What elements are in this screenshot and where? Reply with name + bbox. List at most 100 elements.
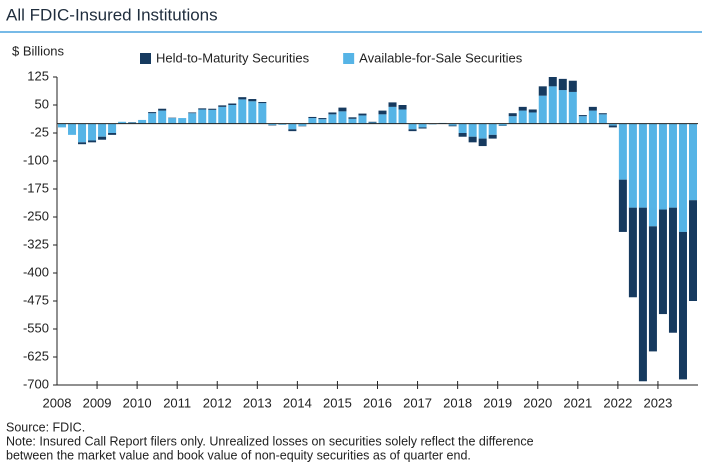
bar-segment — [608, 125, 617, 128]
bar-segment — [478, 123, 487, 139]
bar-segment — [368, 121, 377, 123]
bar-segment — [248, 99, 257, 102]
bar-segment — [408, 129, 417, 132]
bar-segment — [158, 108, 167, 111]
bar-segment — [628, 207, 637, 298]
bar-segment — [668, 207, 677, 333]
bar-segment — [648, 226, 657, 352]
x-tick-label: 2023 — [643, 395, 672, 410]
bar-segment — [398, 109, 407, 124]
bar-segment — [128, 122, 137, 124]
bar-segment — [588, 106, 597, 111]
bar-segment — [108, 123, 117, 133]
note: between the market value and book value … — [6, 448, 471, 462]
bar-segment — [78, 123, 87, 143]
bar-segment — [348, 118, 357, 124]
legend-swatch — [140, 53, 151, 64]
bar-segment — [488, 134, 497, 139]
y-tick-label: 50 — [35, 96, 49, 111]
y-tick-label: -550 — [23, 320, 49, 335]
legend-label: Held-to-Maturity Securities — [156, 50, 310, 65]
y-tick-label: 125 — [27, 68, 49, 83]
bar-segment — [528, 112, 537, 124]
bar-segment — [458, 133, 467, 137]
bar-segment — [418, 127, 427, 129]
bar-segment — [598, 114, 607, 124]
x-tick-label: 2016 — [363, 395, 392, 410]
bar-segment — [478, 138, 487, 147]
bar-segment — [688, 200, 697, 301]
bar-segment — [338, 107, 347, 112]
legend-swatch — [343, 53, 355, 64]
bar-segment — [628, 123, 637, 208]
bar-segment — [618, 179, 627, 232]
x-tick-label: 2018 — [443, 395, 472, 410]
bar-segment — [378, 110, 387, 115]
bar-segment — [658, 123, 667, 210]
bar-segment — [538, 95, 547, 124]
x-tick-label: 2015 — [323, 395, 352, 410]
y-tick-label: -700 — [23, 376, 49, 391]
y-tick-label: -325 — [23, 236, 49, 251]
x-tick-label: 2009 — [83, 395, 112, 410]
bar-segment — [158, 110, 167, 124]
bar-segment — [488, 123, 497, 135]
bar-segment — [258, 103, 267, 124]
bar-segment — [228, 103, 237, 105]
x-tick-label: 2021 — [563, 395, 592, 410]
bar-segment — [88, 123, 97, 141]
bar-segment — [518, 110, 527, 124]
bar-segment — [138, 119, 147, 124]
bar-segment — [408, 123, 417, 130]
bar-segment — [218, 106, 227, 124]
bar-segment — [168, 118, 177, 124]
x-tick-label: 2012 — [203, 395, 232, 410]
y-tick-label: -475 — [23, 292, 49, 307]
y-tick-label: -400 — [23, 264, 49, 279]
bar-segment — [398, 105, 407, 110]
bar-segment — [548, 77, 557, 87]
y-tick-label: -175 — [23, 180, 49, 195]
bar-segment — [328, 114, 337, 124]
bar-segment — [358, 113, 367, 116]
bar-segment — [238, 99, 247, 124]
bar-segment — [618, 123, 627, 180]
x-tick-label: 2014 — [283, 395, 312, 410]
bar-segment — [308, 118, 317, 124]
bar-segment — [418, 123, 427, 128]
bar-segment — [388, 102, 397, 107]
bar-segment — [268, 123, 277, 126]
bar-segment — [358, 115, 367, 124]
bar-segment — [508, 113, 517, 117]
bar-segment — [498, 123, 507, 126]
y-tick-label: -625 — [23, 348, 49, 363]
y-axis-label: $ Billions — [12, 43, 65, 58]
bar-segment — [248, 101, 257, 124]
bar-segment — [558, 78, 567, 91]
x-tick-label: 2013 — [243, 395, 272, 410]
bar-segment — [508, 116, 517, 124]
bar-segment — [258, 102, 267, 104]
bar-segment — [218, 105, 227, 107]
x-tick-label: 2022 — [603, 395, 632, 410]
bar-segment — [658, 209, 667, 315]
bar-segment — [88, 140, 97, 143]
bar-segment — [448, 125, 457, 127]
y-tick-label: -100 — [23, 152, 49, 167]
bar-segment — [598, 113, 607, 115]
bar-segment — [188, 112, 197, 114]
bar-segment — [568, 80, 577, 92]
bar-segment — [318, 119, 327, 124]
bar-segment — [78, 142, 87, 145]
bar-segment — [308, 116, 317, 119]
bar-segment — [588, 110, 597, 124]
bar-segment — [298, 123, 307, 126]
bar-segment — [678, 231, 687, 380]
bar-segment — [58, 123, 67, 128]
note: Note: Insured Call Report filers only. U… — [6, 434, 534, 448]
bar-segment — [368, 122, 377, 124]
bar-segment — [338, 111, 347, 124]
bar-segment — [208, 108, 217, 110]
bar-segment — [648, 123, 657, 227]
y-tick-label: -25 — [30, 124, 49, 139]
